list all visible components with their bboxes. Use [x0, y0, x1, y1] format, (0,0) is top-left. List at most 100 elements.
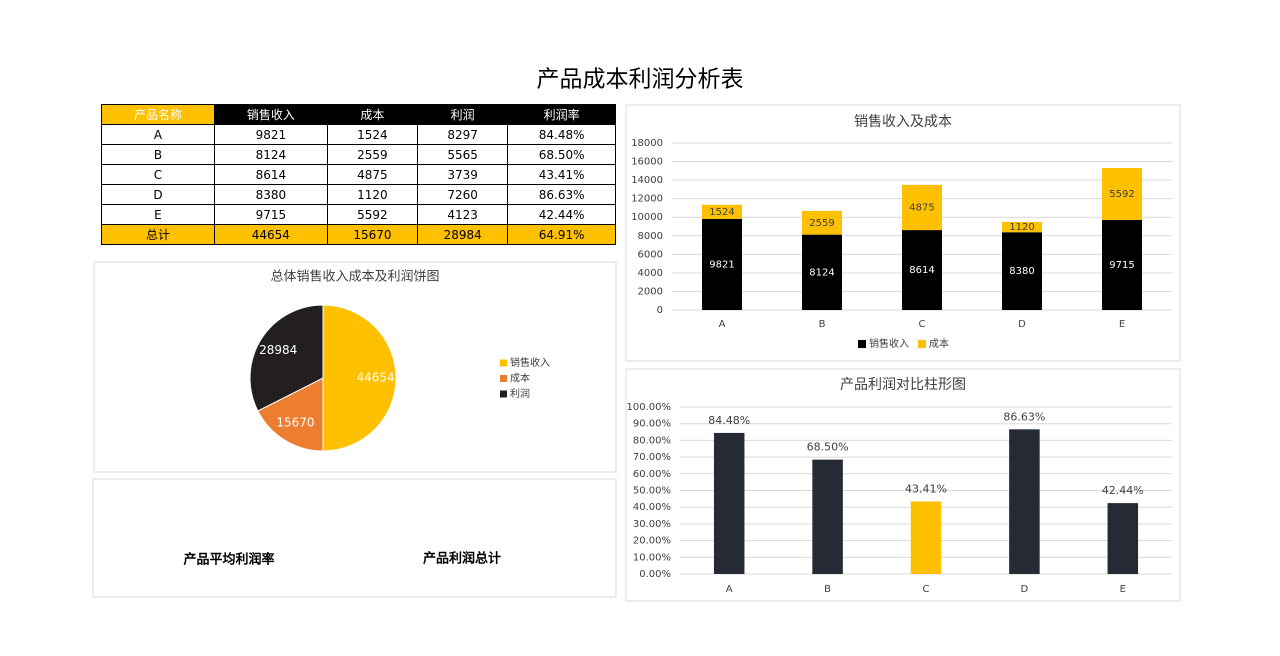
y-tick-label: 18000 — [631, 138, 663, 149]
chart-title: 销售收入及成本 — [854, 114, 952, 130]
table-cell: 产品名称 — [101, 104, 215, 125]
table-cell: 4123 — [417, 204, 509, 225]
table-cell: 1120 — [326, 184, 419, 205]
table-row: C 8614 4875 3739 43.41% — [101, 164, 616, 185]
y-tick-label: 4000 — [638, 268, 663, 279]
table-cell: 销售收入 — [213, 104, 328, 125]
y-tick-label: 60.00% — [633, 469, 671, 480]
legend-swatch — [500, 359, 507, 367]
legend-swatch — [858, 340, 866, 348]
table-cell: 9715 — [213, 204, 328, 225]
table-cell: 44654 — [213, 224, 328, 245]
chart-box — [625, 368, 1181, 602]
data-label: 9715 — [1109, 260, 1134, 271]
x-tick-label: D — [1018, 319, 1026, 330]
chart-box — [625, 104, 1181, 362]
legend-swatch — [918, 340, 926, 348]
legend-label: 销售收入 — [510, 356, 550, 369]
x-tick-label: A — [726, 584, 733, 595]
chart-title: 产品利润对比柱形图 — [840, 377, 966, 393]
summary-label: 产品利润总计 — [423, 551, 501, 567]
x-tick-label: E — [1119, 319, 1125, 330]
table-cell: 8380 — [213, 184, 328, 205]
y-tick-label: 10000 — [631, 212, 663, 223]
table-cell: 68.50% — [507, 144, 616, 165]
legend-label: 销售收入 — [869, 337, 909, 350]
table-cell: 43.41% — [507, 164, 616, 185]
bar-segment — [1102, 219, 1142, 310]
table-cell: 28984 — [417, 224, 509, 245]
table-cell: 42.44% — [507, 204, 616, 225]
table-row: 总计 44654 15670 28984 64.91% — [101, 224, 616, 245]
pie-box — [93, 261, 617, 473]
bar — [713, 432, 745, 574]
data-label: 4875 — [909, 202, 934, 213]
pie-slice — [249, 304, 324, 412]
data-label: 8124 — [809, 267, 834, 278]
chart-title: 总体销售收入成本及利润饼图 — [270, 269, 439, 285]
table-row: 产品名称 销售收入 成本 利润 利润率 — [101, 104, 616, 125]
table-cell: 利润 — [417, 104, 509, 125]
legend-label: 成本 — [510, 372, 530, 385]
table-cell: 84.48% — [507, 124, 616, 145]
y-tick-label: 2000 — [638, 286, 663, 297]
table-cell: 64.91% — [507, 224, 616, 245]
y-tick-label: 70.00% — [633, 452, 671, 463]
table-cell: 成本 — [326, 104, 419, 125]
data-label: 2559 — [809, 218, 834, 229]
x-tick-label: E — [1120, 584, 1126, 595]
y-tick-label: 40.00% — [633, 502, 671, 513]
table-cell: A — [101, 124, 215, 145]
table-row: D 8380 1120 7260 86.63% — [101, 184, 616, 205]
bar — [812, 459, 843, 574]
legend-swatch — [500, 375, 507, 382]
pie-slice — [257, 377, 324, 452]
bar — [1009, 429, 1040, 574]
bar-segment — [1102, 167, 1142, 220]
y-tick-label: 100.00% — [627, 402, 672, 413]
table-cell: 总计 — [101, 224, 215, 245]
y-tick-label: 6000 — [638, 249, 663, 260]
table-cell: 2559 — [326, 144, 419, 165]
bar-segment — [902, 184, 942, 231]
y-tick-label: 20.00% — [633, 536, 671, 547]
table-cell: 3739 — [417, 164, 509, 185]
table-cell: 1524 — [326, 124, 419, 145]
bar-segment — [1002, 221, 1042, 233]
page-title: 产品成本利润分析表 — [537, 67, 744, 93]
table-cell: 5592 — [326, 204, 419, 225]
y-tick-label: 80.00% — [633, 435, 671, 446]
legend-swatch — [500, 390, 507, 398]
data-label: 9821 — [709, 259, 734, 270]
data-label: 1524 — [709, 207, 734, 218]
bar-segment — [802, 210, 842, 235]
table-row: E 9715 5592 4123 42.44% — [101, 204, 616, 225]
y-tick-label: 12000 — [631, 194, 663, 205]
data-label: 84.48% — [708, 414, 750, 427]
data-label: 28984 — [259, 343, 297, 357]
y-tick-label: 16000 — [631, 157, 663, 168]
x-tick-label: B — [824, 584, 831, 595]
bar — [1107, 503, 1139, 574]
data-label: 1120 — [1009, 222, 1034, 233]
data-label: 8380 — [1009, 266, 1034, 277]
table-cell: D — [101, 184, 215, 205]
table-cell: B — [101, 144, 215, 165]
y-tick-label: 8000 — [638, 231, 663, 242]
data-label: 5592 — [1109, 189, 1134, 200]
table-cell: 8297 — [417, 124, 509, 145]
table-cell: 15670 — [326, 224, 419, 245]
table-cell: 7260 — [417, 184, 509, 205]
y-tick-label: 0 — [657, 305, 663, 316]
data-label: 42.44% — [1102, 484, 1144, 497]
table-cell: 8124 — [213, 144, 328, 165]
x-tick-label: C — [919, 319, 926, 330]
data-label: 86.63% — [1003, 410, 1045, 423]
table-cell: 86.63% — [507, 184, 616, 205]
legend-label: 利润 — [510, 387, 530, 400]
x-tick-label: A — [719, 319, 726, 330]
data-table: 产品名称 销售收入 成本 利润 利润率 A 9821 1524 8297 84.48% B 8124 2… — [101, 104, 616, 245]
y-tick-label: 90.00% — [633, 419, 671, 430]
x-tick-label: D — [1021, 584, 1029, 595]
